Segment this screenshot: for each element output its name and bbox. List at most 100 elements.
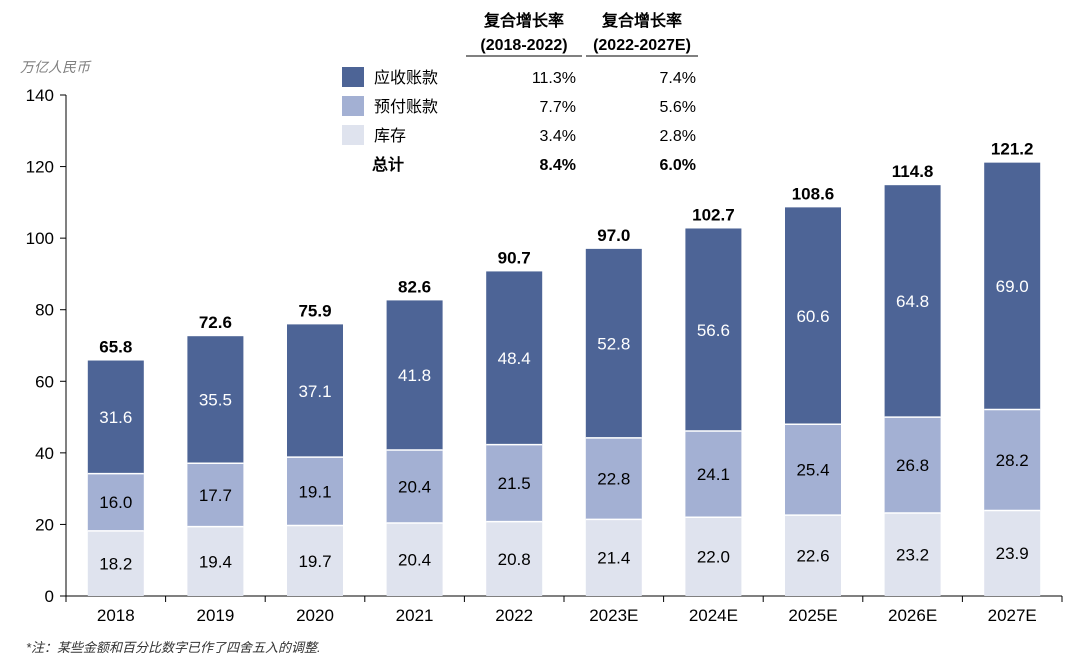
bar-segment-prepayments	[585, 437, 642, 520]
y-tick-label: 60	[35, 372, 54, 391]
legend-cagr-2018-2022: 11.3%	[532, 70, 576, 87]
bar-segment-prepayments	[386, 449, 443, 523]
y-tick-label: 40	[35, 444, 54, 463]
bar-total-label: 75.9	[298, 301, 331, 320]
bar-segment-prepayments	[287, 457, 343, 526]
bar-segment-inventory	[287, 525, 343, 596]
bar-value-label: 23.9	[996, 544, 1029, 563]
bar-value-label: 28.2	[996, 451, 1029, 470]
bar-segment-inventory	[87, 530, 144, 596]
legend-swatch	[342, 67, 364, 87]
bar-segment-prepayments	[884, 417, 941, 513]
bar-value-label: 23.2	[896, 545, 929, 564]
bar-segment-inventory	[984, 510, 1041, 596]
bar-segment-prepayments	[685, 431, 742, 518]
bar-total-label: 72.6	[199, 313, 232, 332]
legend-cagr-2022-2027: 5.6%	[660, 99, 696, 116]
bar-value-label: 25.4	[796, 461, 829, 480]
bar-segment-receivables	[585, 248, 642, 438]
bar-segment-inventory	[585, 519, 642, 596]
legend-swatch	[342, 125, 364, 145]
x-tick-label: 2020	[296, 606, 334, 625]
bar-total-label: 90.7	[498, 248, 531, 267]
legend-cagr-2018-2022: 3.4%	[540, 128, 576, 145]
bar-value-label: 19.1	[298, 482, 331, 501]
bar-segment-receivables	[287, 324, 343, 458]
bar-segment-prepayments	[187, 463, 244, 527]
bar-value-label: 22.8	[597, 470, 630, 489]
bar-total-label: 102.7	[692, 205, 735, 224]
bar-value-label: 19.4	[199, 552, 232, 571]
bar-segment-receivables	[884, 185, 941, 418]
bar-value-label: 16.0	[99, 493, 132, 512]
bar-segment-receivables	[87, 360, 144, 474]
x-tick-label: 2021	[396, 606, 434, 625]
y-tick-label: 100	[26, 229, 54, 248]
x-tick-label: 2019	[196, 606, 234, 625]
bar-value-label: 31.6	[99, 408, 132, 427]
bar-total-label: 97.0	[597, 226, 630, 245]
legend-cagr-2022-2027: 2.8%	[660, 128, 696, 145]
bar-value-label: 56.6	[697, 321, 730, 340]
x-tick-label: 2023E	[589, 606, 638, 625]
y-tick-label: 80	[35, 301, 54, 320]
y-tick-label: 140	[26, 86, 54, 105]
bar-segment-receivables	[187, 336, 244, 464]
bar-value-label: 19.7	[298, 552, 331, 571]
bar-value-label: 18.2	[99, 554, 132, 573]
bar-segment-inventory	[685, 517, 742, 596]
x-tick-label: 2026E	[888, 606, 937, 625]
bar-segment-prepayments	[984, 409, 1041, 511]
y-tick-label: 20	[35, 515, 54, 534]
bar-value-label: 20.8	[498, 550, 531, 569]
bar-segment-prepayments	[486, 444, 543, 522]
bar-segment-receivables	[984, 162, 1041, 410]
bar-value-label: 21.5	[498, 474, 531, 493]
bar-value-label: 20.4	[398, 477, 431, 496]
bar-total-label: 108.6	[792, 184, 835, 203]
bar-value-label: 20.4	[398, 550, 431, 569]
y-tick-label: 0	[45, 587, 54, 606]
unit-label: 万亿人民币	[20, 59, 92, 75]
bar-segment-inventory	[386, 522, 443, 596]
bar-total-label: 82.6	[398, 277, 431, 296]
legend-header-period-2: (2022-2027E)	[593, 37, 691, 54]
bar-segment-prepayments	[785, 424, 841, 516]
bar-total-label: 65.8	[99, 338, 132, 357]
bar-segment-prepayments	[87, 473, 144, 531]
legend-label: 预付账款	[374, 98, 438, 116]
bar-segment-receivables	[785, 207, 841, 425]
legend-header-period-1: (2018-2022)	[480, 37, 567, 54]
legend-header-cagr-1: 复合增长率	[483, 11, 564, 30]
legend-label: 应收账款	[374, 68, 438, 87]
x-tick-label: 2018	[97, 606, 135, 625]
bar-segment-inventory	[486, 521, 543, 596]
x-tick-label: 2022	[495, 606, 533, 625]
bar-total-label: 114.8	[892, 162, 934, 181]
x-tick-label: 2027E	[988, 606, 1037, 625]
bar-segment-receivables	[685, 228, 742, 432]
bar-value-label: 26.8	[896, 456, 929, 475]
bar-value-label: 48.4	[498, 349, 531, 368]
bar-segment-inventory	[187, 526, 244, 596]
bar-value-label: 22.0	[697, 548, 730, 567]
bar-segment-receivables	[486, 271, 543, 445]
legend-cagr-2018-2022: 7.7%	[540, 99, 576, 116]
legend-label: 库存	[374, 127, 406, 145]
footnote: *注：某些金额和百分比数字已作了四舍五入的调整.	[26, 640, 321, 655]
bar-value-label: 52.8	[597, 334, 630, 353]
bar-value-label: 17.7	[199, 486, 232, 505]
legend-total-label: 总计	[372, 155, 404, 174]
legend-swatch	[342, 96, 364, 116]
bar-value-label: 21.4	[597, 549, 630, 568]
bar-total-label: 121.2	[991, 140, 1034, 159]
legend-cagr-2022-2027: 7.4%	[660, 70, 696, 87]
bar-value-label: 24.1	[697, 465, 730, 484]
y-tick-label: 120	[26, 158, 54, 177]
bar-value-label: 35.5	[199, 391, 232, 410]
bar-segment-inventory	[884, 512, 941, 596]
bar-value-label: 60.6	[796, 307, 829, 326]
bar-value-label: 69.0	[996, 277, 1029, 296]
bar-value-label: 64.8	[896, 292, 929, 311]
